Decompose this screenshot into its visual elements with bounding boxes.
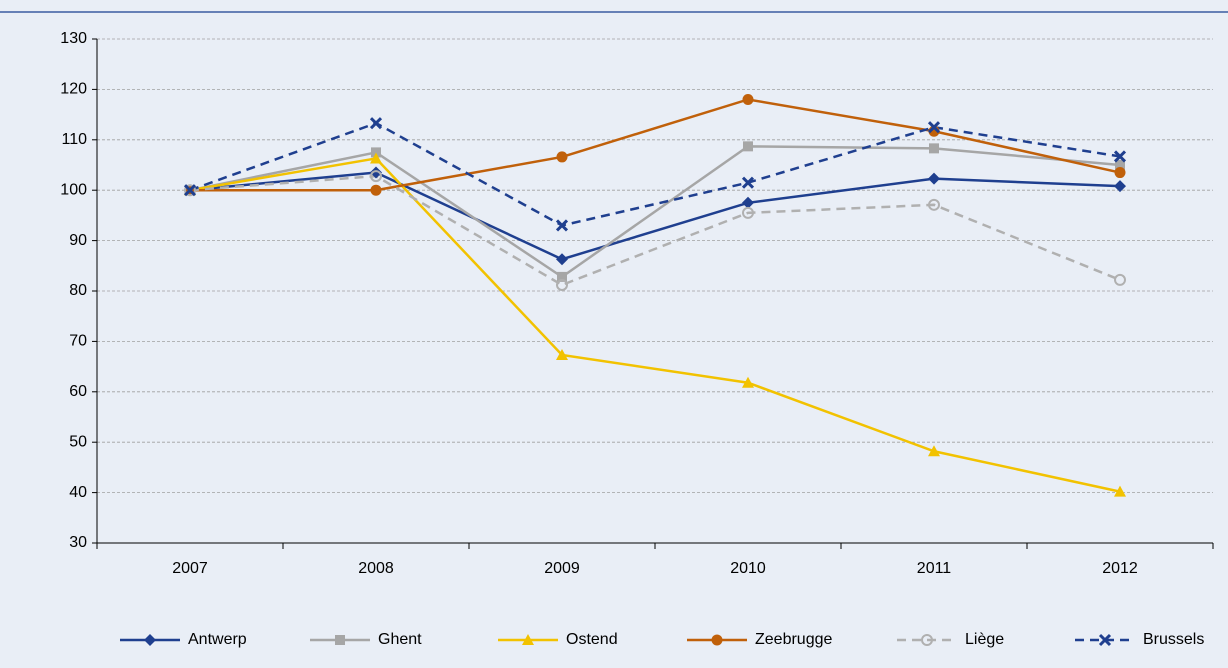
x-tick-label: 2012 — [1102, 560, 1138, 577]
marker — [556, 278, 568, 291]
marker — [1115, 160, 1125, 170]
y-tick-label: 60 — [69, 383, 87, 400]
marker — [742, 196, 754, 209]
marker — [928, 198, 940, 211]
legend-label: Ostend — [566, 631, 618, 648]
y-tick-label: 50 — [69, 433, 87, 450]
marker — [928, 445, 940, 457]
marker — [369, 117, 383, 130]
x-tick-label: 2010 — [730, 560, 766, 577]
marker — [370, 152, 382, 164]
marker — [742, 376, 754, 388]
marker — [741, 176, 755, 189]
marker — [1114, 180, 1126, 193]
series-line — [189, 157, 1121, 493]
marker — [556, 151, 568, 163]
marker — [184, 184, 196, 197]
x-tick-label: 2007 — [172, 560, 208, 577]
marker — [743, 141, 753, 152]
marker — [556, 253, 568, 266]
marker — [1114, 167, 1126, 179]
y-tick-label: 120 — [60, 81, 87, 98]
marker — [1098, 633, 1112, 647]
marker — [183, 184, 197, 197]
series-line — [189, 171, 1121, 261]
x-tick-label: 2009 — [544, 560, 580, 577]
marker — [370, 184, 382, 196]
x-tick-label: 2011 — [917, 560, 952, 577]
marker — [555, 219, 569, 232]
marker — [1114, 485, 1126, 497]
y-tick-label: 100 — [60, 181, 87, 198]
legend-label: Antwerp — [188, 631, 247, 648]
marker — [711, 634, 723, 646]
marker — [335, 635, 345, 645]
marker — [927, 121, 941, 134]
marker — [1114, 273, 1126, 286]
marker — [144, 634, 156, 646]
marker — [370, 166, 382, 179]
legend-label: Ghent — [378, 631, 422, 648]
y-tick-label: 90 — [69, 232, 87, 249]
series-line — [189, 174, 1121, 287]
y-tick-label: 110 — [61, 131, 87, 148]
marker — [929, 143, 939, 154]
marker — [928, 172, 940, 185]
marker — [557, 271, 567, 282]
y-tick-label: 70 — [69, 333, 87, 350]
marker — [556, 349, 568, 361]
marker — [742, 206, 754, 219]
marker — [742, 93, 754, 105]
marker — [1113, 150, 1127, 163]
series-line — [189, 145, 1121, 279]
series-line — [190, 98, 1121, 192]
marker — [921, 634, 933, 646]
marker — [370, 170, 382, 183]
marker — [522, 634, 534, 645]
series-line — [189, 121, 1121, 227]
y-tick-label: 80 — [69, 282, 87, 299]
legend-label: Zeebrugge — [755, 631, 832, 648]
marker — [371, 147, 381, 158]
legend-label: Liège — [965, 631, 1004, 648]
y-tick-label: 30 — [69, 534, 87, 551]
legend-label: Brussels — [1143, 631, 1204, 648]
y-tick-label: 130 — [60, 30, 87, 47]
y-tick-label: 40 — [69, 484, 87, 501]
x-tick-label: 2008 — [358, 560, 394, 577]
